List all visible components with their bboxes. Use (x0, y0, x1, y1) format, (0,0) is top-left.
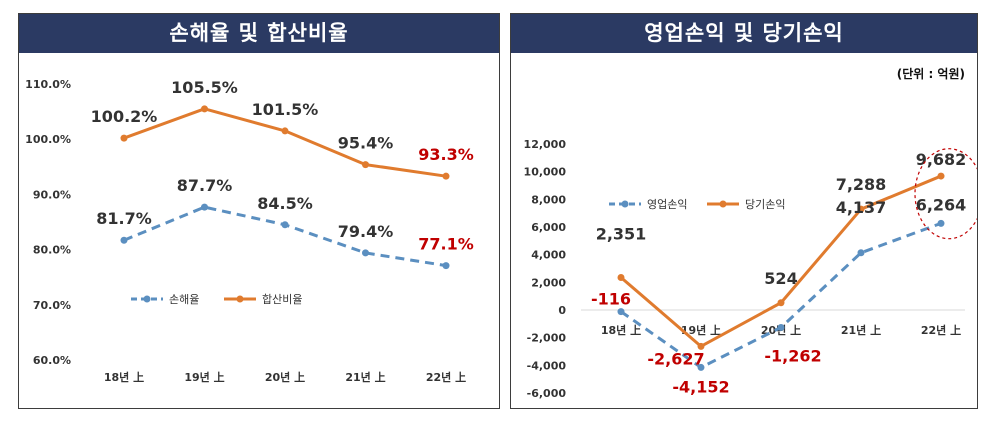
data-point (777, 299, 785, 307)
y-tick-label: 6,000 (531, 221, 566, 234)
data-label: 4,137 (836, 198, 887, 217)
data-label: -116 (591, 290, 631, 309)
legend-marker (621, 200, 629, 208)
data-label: 95.4% (338, 134, 394, 153)
series-line-1 (123, 205, 447, 268)
profit-panel: 영업손익 및 당기손익 (단위 : 억원) -6,000 -4,000 -2,000… (510, 13, 978, 409)
data-point (857, 205, 865, 213)
data-point (777, 323, 785, 331)
data-point (442, 262, 450, 270)
loss-ratio-panel: 손해율 및 합산비율 60.0% 70.0% 80.0% 90.0% 100.0% 110… (18, 13, 500, 409)
data-label: -2,627 (647, 349, 704, 368)
legend-label: 손해율 (169, 292, 199, 306)
y-tick-label: 60.0% (33, 354, 71, 367)
data-label: 84.5% (257, 194, 313, 213)
y-tick-label: 90.0% (33, 188, 71, 201)
x-tick-label: 19년 上 (681, 323, 721, 337)
x-tick-label: 19년 上 (184, 370, 224, 384)
data-label: 81.7% (96, 209, 152, 228)
profit-chart-title: 영업손익 및 당기손익 (511, 14, 977, 53)
data-label: 105.5% (171, 78, 238, 97)
legend-marker (236, 295, 244, 303)
data-point (362, 161, 369, 169)
data-point (281, 221, 289, 229)
y-tick-label: -6,000 (527, 387, 567, 400)
y-tick-label: 80.0% (33, 244, 71, 257)
loss-ratio-chart: 60.0% 70.0% 80.0% 90.0% 100.0% 110.0% 18년 上 19년… (25, 78, 474, 384)
y-tick-label: 12,000 (524, 138, 567, 151)
data-point (281, 127, 289, 135)
data-point (617, 308, 625, 316)
data-point (937, 219, 945, 227)
data-point (120, 236, 128, 244)
data-point (697, 363, 705, 371)
x-tick-label: 22년 上 (921, 323, 961, 337)
data-label: 524 (764, 269, 797, 288)
data-label: 2,351 (596, 224, 647, 243)
data-point (857, 249, 865, 257)
x-tick-label: 18년 上 (601, 323, 641, 337)
data-label: 100.2% (91, 107, 158, 126)
legend-marker (143, 295, 151, 303)
x-tick-label: 22년 上 (426, 370, 466, 384)
legend-label: 당기손익 (745, 198, 785, 211)
y-tick-label: 110.0% (25, 78, 71, 91)
y-tick-label: 2,000 (531, 276, 566, 289)
data-point (937, 172, 945, 180)
data-point (120, 134, 128, 142)
y-tick-label: -4,000 (527, 359, 567, 372)
y-tick-label: -2,000 (527, 332, 567, 345)
y-tick-label: 100.0% (25, 133, 71, 146)
profit-chart: -6,000 -4,000 -2,000 0 2,000 4,000 6,000 8,000 1… (524, 138, 977, 400)
data-label: 9,682 (916, 150, 967, 169)
y-tick-label: 70.0% (33, 299, 71, 312)
loss-ratio-chart-title: 손해율 및 합산비율 (19, 14, 499, 53)
data-point (362, 249, 369, 257)
data-label: 93.3% (418, 145, 474, 164)
legend-label: 영업손익 (647, 198, 687, 211)
data-point (201, 203, 208, 211)
series-line-2 (123, 107, 447, 178)
x-tick-label: 21년 上 (841, 323, 881, 337)
data-label: 7,288 (836, 175, 887, 194)
legend-label: 합산비율 (262, 293, 302, 306)
data-label: -4,152 (672, 377, 729, 396)
data-label: 79.4% (338, 222, 394, 241)
data-point (617, 273, 625, 281)
data-label: 6,264 (916, 195, 967, 214)
data-label: 77.1% (418, 235, 474, 254)
data-point (697, 342, 705, 350)
legend-marker (719, 200, 727, 208)
x-tick-label: 20년 上 (265, 370, 305, 384)
data-label: 101.5% (252, 100, 319, 119)
y-tick-label: 4,000 (531, 249, 566, 262)
data-point (201, 105, 208, 113)
x-tick-label: 21년 上 (345, 370, 385, 384)
data-point (442, 172, 450, 180)
y-tick-label: 0 (558, 304, 566, 317)
data-label: -1,262 (764, 346, 821, 365)
y-tick-label: 10,000 (524, 166, 567, 179)
data-label: 87.7% (177, 176, 233, 195)
highlight-ellipse (914, 148, 977, 240)
x-tick-label: 18년 上 (104, 370, 144, 384)
y-tick-label: 8,000 (531, 193, 566, 206)
unit-label: (단위 : 억원) (896, 67, 965, 81)
